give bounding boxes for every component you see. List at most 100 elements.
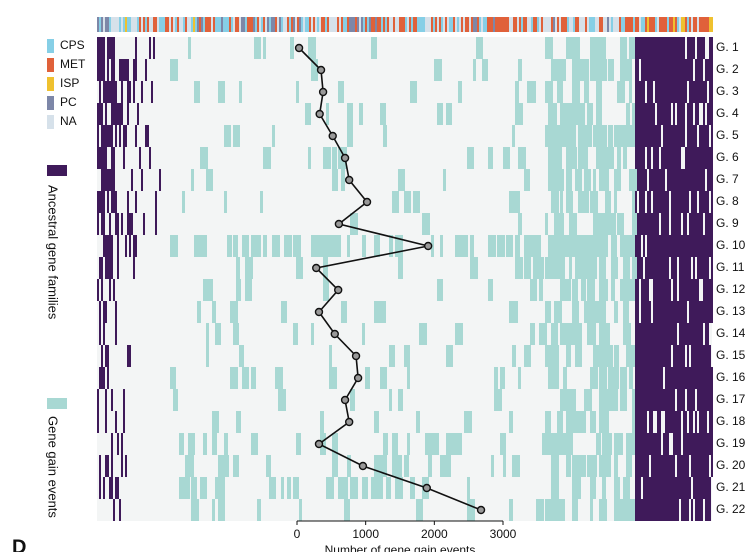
cell: [649, 345, 651, 367]
cell: [657, 455, 659, 477]
cell: [681, 477, 683, 499]
cell: [653, 191, 655, 213]
cell: [194, 81, 200, 103]
cell: [705, 455, 707, 477]
cell: [221, 477, 225, 499]
cell: [641, 257, 643, 279]
annotation-cell: [475, 17, 477, 32]
cell: [332, 147, 337, 169]
cell: [103, 191, 105, 213]
annotation-cell: [631, 17, 633, 32]
annotation-cell: [111, 17, 113, 32]
cell: [593, 125, 600, 147]
row-label: G. 3: [716, 84, 739, 98]
cell: [593, 213, 601, 235]
cell: [575, 37, 580, 59]
cell: [639, 191, 641, 213]
cell: [685, 323, 687, 345]
x-axis-label: Number of gene gain events: [325, 543, 476, 552]
cell: [691, 323, 693, 345]
annotation-cell: [449, 17, 451, 32]
cell: [663, 455, 665, 477]
cell: [663, 235, 665, 257]
cell: [699, 433, 701, 455]
annotation-cell: [265, 17, 267, 32]
annotation-cell: [479, 17, 481, 32]
annotation-cell: [213, 17, 215, 32]
side-swatch: [47, 165, 67, 176]
cell: [671, 147, 673, 169]
cell: [641, 499, 643, 521]
cell: [518, 59, 522, 81]
cell: [667, 323, 669, 345]
cell: [673, 235, 675, 257]
cell: [665, 191, 667, 213]
annotation-cell: [101, 17, 103, 32]
cell: [105, 103, 107, 125]
cell: [663, 389, 665, 411]
annotation-cell: [469, 17, 471, 32]
cell: [97, 191, 99, 213]
cell: [491, 455, 494, 477]
cell: [703, 411, 705, 433]
cell: [645, 411, 647, 433]
cell: [647, 191, 649, 213]
row-label: G. 13: [716, 304, 746, 318]
cell: [671, 499, 673, 521]
cell: [99, 257, 101, 279]
cell: [599, 103, 602, 125]
annotation-cell: [133, 17, 135, 32]
annotation-cell: [365, 17, 367, 32]
cell: [687, 499, 689, 521]
cell: [681, 455, 683, 477]
cell: [566, 345, 571, 367]
cell: [665, 323, 667, 345]
cell: [639, 345, 641, 367]
annotation-cell: [513, 17, 515, 32]
cell: [593, 477, 596, 499]
annotation-cell: [411, 17, 413, 32]
cell: [655, 125, 657, 147]
annotation-cell: [311, 17, 313, 32]
cell: [657, 345, 659, 367]
annotation-cell: [485, 17, 487, 32]
annotation-cell: [547, 17, 549, 32]
cell: [470, 235, 474, 257]
cell: [679, 59, 681, 81]
annotation-cell: [517, 17, 519, 32]
cell: [590, 477, 594, 499]
cell: [218, 455, 221, 477]
cell: [488, 147, 493, 169]
cell: [611, 389, 618, 411]
cell: [272, 477, 276, 499]
cell: [711, 301, 713, 323]
cell: [545, 499, 552, 521]
cell: [679, 37, 681, 59]
cell: [99, 367, 101, 389]
annotation-cell: [231, 17, 233, 32]
cell: [653, 257, 655, 279]
cell: [389, 235, 393, 257]
cell: [254, 433, 258, 455]
cell: [667, 477, 669, 499]
cell: [693, 477, 695, 499]
cell: [667, 169, 669, 191]
cell: [705, 235, 707, 257]
cell: [695, 59, 697, 81]
cell: [308, 37, 316, 59]
cell: [230, 367, 238, 389]
cell: [643, 147, 645, 169]
cell: [697, 37, 699, 59]
cell: [464, 411, 472, 433]
cell: [560, 499, 563, 521]
cell: [679, 125, 681, 147]
cell: [667, 433, 669, 455]
annotation-cell: [271, 17, 273, 32]
cell: [266, 455, 271, 477]
annotation-cell: [487, 17, 489, 32]
cell: [709, 37, 711, 59]
annotation-cell: [549, 17, 551, 32]
cell: [665, 59, 667, 81]
annotation-cell: [529, 17, 531, 32]
cell: [512, 345, 516, 367]
